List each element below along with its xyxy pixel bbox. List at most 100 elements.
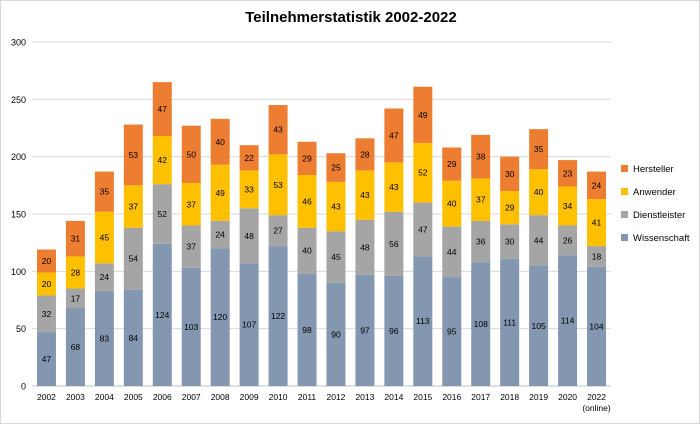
bar-segment-hersteller — [297, 141, 317, 176]
data-label: 31 — [71, 234, 81, 244]
bar-segment-wissenschaft — [268, 246, 288, 386]
bar-segment-anwender — [297, 175, 317, 228]
bar-segment-hersteller — [326, 153, 346, 182]
bar-segment-anwender — [268, 154, 288, 216]
y-tick-label: 250 — [11, 95, 26, 105]
data-label: 54 — [129, 254, 139, 264]
legend-label: Hersteller — [633, 164, 674, 175]
bar-segment-anwender — [181, 183, 201, 226]
data-label: 35 — [534, 144, 544, 154]
x-tick-label: 2017 — [471, 392, 490, 402]
data-label: 47 — [42, 354, 52, 364]
data-label: 44 — [447, 247, 457, 257]
x-tick-label: 2009 — [240, 392, 259, 402]
x-tick-sublabel: (online) — [582, 403, 611, 413]
data-label: 40 — [447, 199, 457, 209]
legend-swatch — [621, 188, 628, 195]
bar-segment-wissenschaft — [384, 275, 404, 386]
bar-segment-wissenschaft — [297, 273, 317, 386]
bar-segment-hersteller — [355, 138, 375, 171]
bar-segment-anwender — [326, 181, 346, 232]
bar-segment-hersteller — [36, 249, 56, 273]
bar-segment-hersteller — [210, 118, 230, 165]
bar-segment-dienstleister — [471, 220, 491, 263]
data-label: 52 — [418, 168, 428, 178]
bar-segment-dienstleister — [413, 202, 433, 257]
y-tick-label: 0 — [21, 382, 26, 392]
x-tick-label: 2019 — [529, 392, 548, 402]
data-labels: 47 32 20 20 68 17 28 31 83 24 45 35 84 54 37 53 124 52 42 4… — [42, 104, 604, 364]
x-tick-label: 2005 — [124, 392, 143, 402]
data-label: 38 — [476, 152, 486, 162]
data-label: 45 — [100, 233, 110, 243]
data-label: 105 — [532, 321, 546, 331]
bar-segment-dienstleister — [442, 226, 462, 278]
bar-segment-dienstleister — [152, 184, 172, 244]
bar-segment-dienstleister — [123, 227, 143, 290]
bar-segment-wissenschaft — [94, 290, 114, 386]
bar-segment-hersteller — [65, 220, 85, 257]
legend-swatch — [621, 211, 628, 218]
data-label: 53 — [273, 180, 283, 190]
legend-swatch — [621, 165, 628, 172]
bar-segment-dienstleister — [297, 227, 317, 274]
data-label: 49 — [418, 110, 428, 120]
bar-segment-hersteller — [181, 125, 201, 184]
bar-segment-wissenschaft — [181, 267, 201, 386]
legend-label: Wissenschaft — [633, 233, 690, 244]
bar-segment-anwender — [413, 142, 433, 203]
bar-segment-wissenschaft — [558, 255, 578, 386]
y-tick-label: 150 — [11, 210, 26, 220]
bar-segment-hersteller — [529, 129, 549, 170]
bar-segment-hersteller — [384, 108, 404, 163]
data-label: 68 — [71, 342, 81, 352]
bar-segment-wissenschaft — [36, 332, 56, 386]
data-label: 113 — [416, 316, 430, 326]
bar-segment-wissenschaft — [529, 265, 549, 386]
data-label: 37 — [129, 202, 139, 212]
bar-segment-dienstleister — [500, 224, 520, 259]
bar-segment-wissenschaft — [210, 248, 230, 386]
x-tick-label: 2006 — [153, 392, 172, 402]
bar-segment-dienstleister — [210, 220, 230, 249]
data-label: 43 — [360, 190, 370, 200]
bar-segment-dienstleister — [94, 263, 114, 291]
bar-segment-anwender — [210, 164, 230, 221]
x-tick-label: 2011 — [298, 392, 317, 402]
data-label: 45 — [331, 252, 341, 262]
data-label: 40 — [215, 137, 225, 147]
data-label: 49 — [215, 188, 225, 198]
gridlines — [32, 41, 611, 330]
data-label: 27 — [273, 226, 283, 236]
bar-segment-anwender — [500, 191, 520, 225]
bar-segment-hersteller — [442, 147, 462, 181]
bar-segment-dienstleister — [239, 208, 259, 264]
data-label: 52 — [158, 209, 168, 219]
bar-segment-dienstleister — [36, 295, 56, 333]
bar-segment-anwender — [355, 170, 375, 220]
bar-segment-wissenschaft — [239, 263, 259, 386]
bar-segment-anwender — [471, 178, 491, 221]
bar-segment-dienstleister — [529, 215, 549, 266]
bar-segment-wissenschaft — [152, 243, 172, 386]
data-label: 56 — [389, 239, 399, 249]
data-label: 18 — [592, 251, 602, 261]
data-label: 50 — [186, 149, 196, 159]
bar-segment-anwender — [587, 199, 607, 247]
data-label: 34 — [563, 201, 573, 211]
data-label: 90 — [331, 329, 341, 339]
data-label: 37 — [186, 242, 196, 252]
bar-segment-anwender — [65, 256, 85, 289]
legend-label: Anwender — [633, 187, 676, 198]
data-label: 53 — [129, 150, 139, 160]
bar-segment-hersteller — [471, 134, 491, 179]
bar-segment-hersteller — [558, 160, 578, 187]
bar-segment-wissenschaft — [326, 282, 346, 386]
data-label: 22 — [244, 153, 254, 163]
data-label: 111 — [503, 317, 516, 327]
data-label: 29 — [505, 203, 515, 213]
bar-segment-hersteller — [152, 82, 172, 137]
bar-segment-wissenschaft — [65, 308, 85, 386]
bar-segment-hersteller — [587, 171, 607, 200]
data-label: 36 — [476, 237, 486, 247]
